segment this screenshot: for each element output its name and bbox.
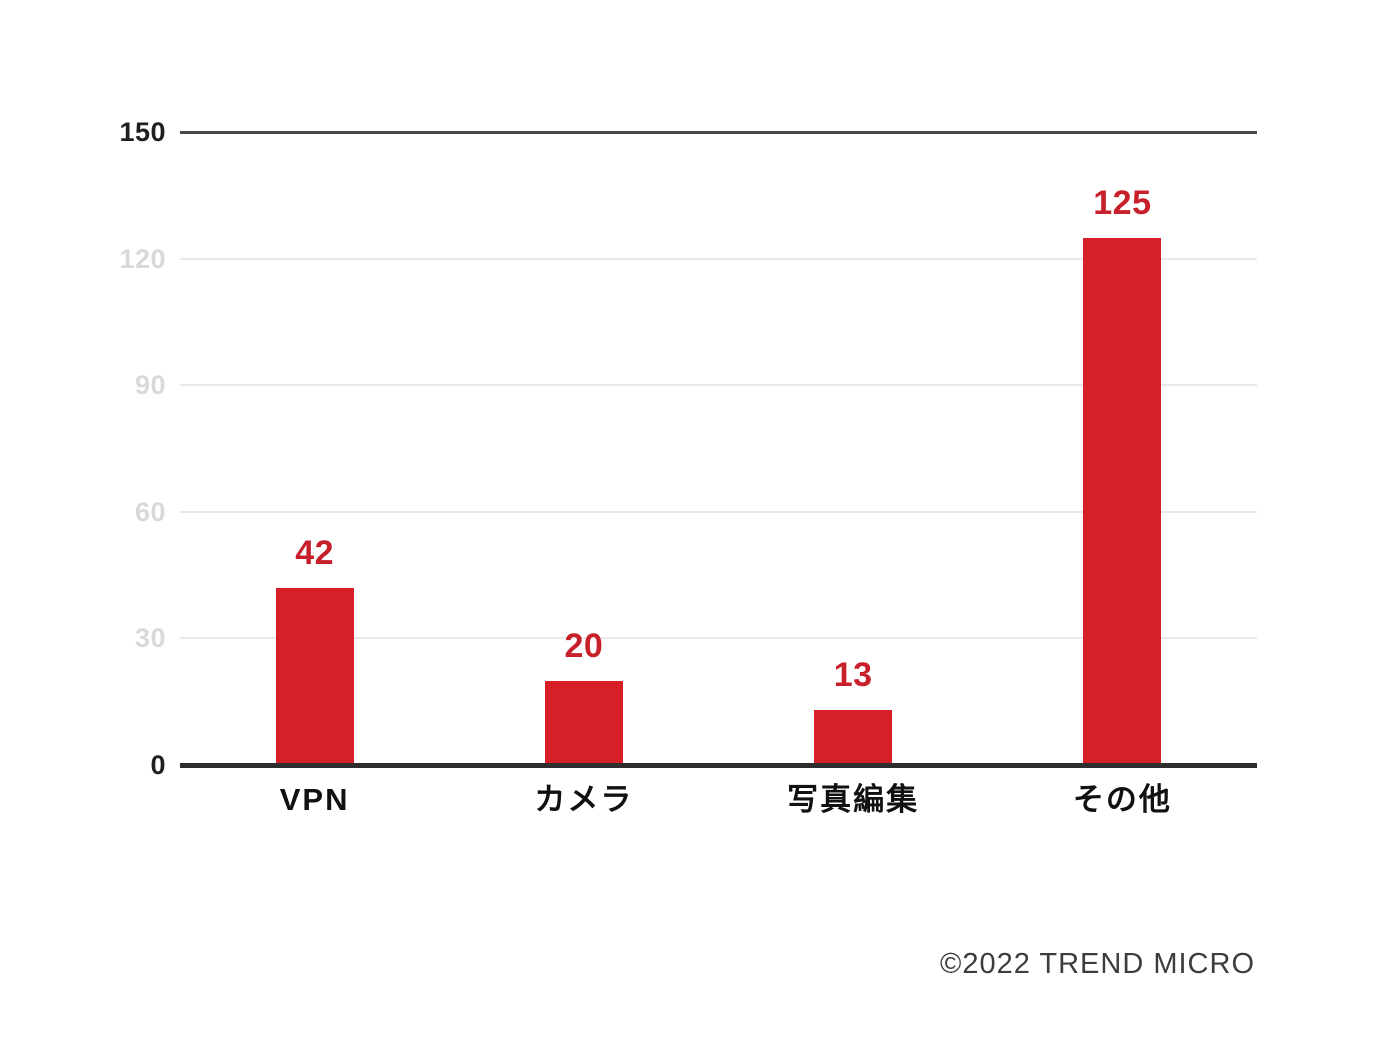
gridline <box>180 510 1257 513</box>
gridline <box>180 384 1257 387</box>
y-axis-tick-label: 0 <box>150 750 166 780</box>
bar <box>1083 237 1162 765</box>
bar <box>814 710 893 765</box>
y-axis-tick-label: 30 <box>134 623 166 654</box>
gridline <box>180 637 1257 640</box>
category-label: その他 <box>1072 782 1172 817</box>
category-label: カメラ <box>534 782 634 817</box>
copyright-text: ©2022 TREND MICRO <box>939 948 1255 980</box>
bar-value-label: 13 <box>833 656 873 695</box>
y-axis-tick-label: 150 <box>119 117 166 147</box>
bar <box>544 680 623 765</box>
gridline <box>180 257 1257 260</box>
y-axis-tick-label: 120 <box>119 243 166 274</box>
bar-value-label: 20 <box>564 626 604 665</box>
top-border-line <box>180 130 1257 134</box>
y-axis-tick-label: 60 <box>134 496 166 527</box>
y-axis-tick-label: 90 <box>134 370 166 401</box>
x-axis-line <box>180 762 1257 768</box>
bar <box>275 587 354 765</box>
bar-value-label: 125 <box>1093 183 1152 222</box>
bar-value-label: 42 <box>295 533 335 572</box>
category-label: 写真編集 <box>787 782 920 817</box>
category-label: VPN <box>279 782 350 817</box>
